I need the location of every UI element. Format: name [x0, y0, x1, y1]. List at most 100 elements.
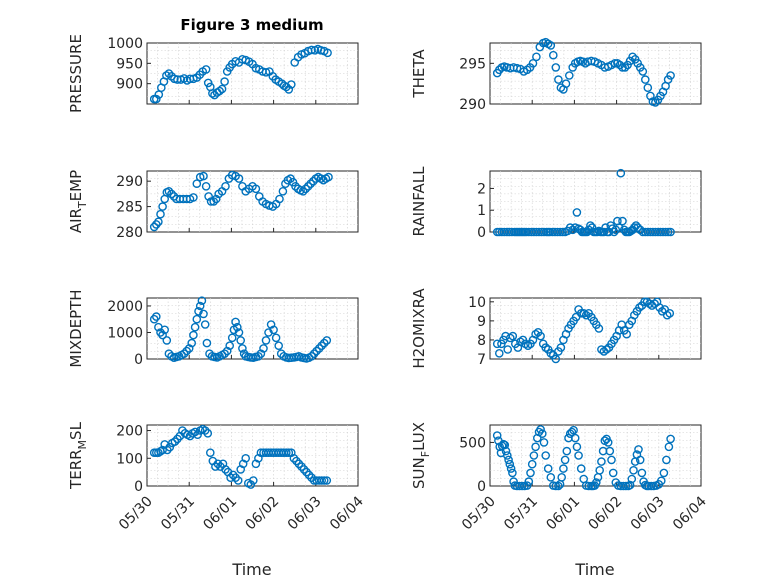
x-tick-label: 06/01 — [543, 494, 583, 534]
data-point — [666, 227, 675, 237]
data-point — [629, 465, 638, 475]
data-point — [204, 192, 213, 201]
y-tick-label: 8 — [477, 333, 486, 349]
data-point — [156, 209, 165, 219]
data-point — [529, 451, 539, 460]
data-point — [574, 451, 583, 460]
data-point — [531, 442, 540, 452]
data-point — [531, 329, 540, 339]
data-point — [225, 341, 234, 351]
data-point — [261, 68, 271, 77]
subplot-rainfall: 0 1 2 RAINFALL — [410, 166, 702, 241]
y-tick-label: 1 — [477, 203, 486, 219]
y-tick-label: 290 — [116, 174, 143, 190]
data-point — [220, 349, 229, 359]
y-tick-label: 2 — [477, 181, 486, 197]
data-point — [597, 345, 606, 354]
data-point — [551, 354, 561, 364]
data-point — [546, 348, 556, 358]
y-tick-label: 9 — [477, 314, 486, 330]
y-axis-label: SUNFLUX — [410, 422, 432, 489]
data-point — [565, 223, 575, 232]
data-point — [627, 474, 637, 484]
data-point — [602, 345, 611, 354]
data-point — [203, 428, 213, 438]
y-tick-label: 1000 — [107, 325, 143, 341]
data-point — [505, 333, 515, 343]
data-point — [189, 330, 198, 340]
data-point — [158, 202, 167, 211]
data-point — [271, 333, 281, 343]
data-point — [151, 312, 161, 321]
data-point — [494, 348, 504, 358]
y-tick-label: 0 — [477, 225, 486, 241]
x-tick-label: 06/03 — [628, 494, 668, 534]
data-point — [236, 336, 245, 345]
data-point — [512, 63, 522, 73]
data-point — [164, 186, 174, 196]
data-point — [633, 223, 643, 232]
data-point — [205, 448, 215, 458]
data-point — [298, 186, 308, 196]
y-axis-label: H2OMIXRA — [410, 288, 428, 369]
data-point — [206, 197, 216, 206]
data-point — [614, 223, 624, 232]
data-point — [608, 468, 618, 478]
data-point — [197, 296, 207, 306]
x-tick-label: 06/04 — [327, 493, 367, 533]
data-point — [557, 472, 567, 482]
data-point — [149, 314, 159, 324]
data-point — [584, 481, 594, 491]
data-point — [248, 476, 258, 485]
y-tick-label: 900 — [116, 77, 143, 93]
data-point — [149, 222, 159, 232]
data-point — [637, 468, 647, 478]
data-point — [539, 227, 549, 237]
data-point — [274, 341, 284, 351]
x-tick-label: 06/02 — [586, 494, 626, 534]
data-point — [533, 433, 542, 443]
data-point — [221, 465, 230, 474]
data-point — [543, 464, 553, 473]
data-point — [665, 308, 675, 318]
data-point — [238, 344, 247, 353]
data-point — [323, 48, 332, 58]
data-point — [551, 481, 561, 491]
subplot-terr_msl: 0 100 200 05/30 05/31 06/01 06/02 06/03 06/04 TER… — [67, 421, 367, 533]
data-point — [661, 227, 670, 237]
data-point — [314, 344, 324, 353]
y-axis-label: PRESSURE — [67, 34, 85, 113]
data-point — [275, 194, 284, 204]
y-axis-label: AIRTEMP — [67, 170, 89, 233]
data-point — [508, 468, 517, 478]
y-tick-label: 500 — [459, 435, 486, 451]
data-point — [317, 341, 327, 351]
data-point — [666, 71, 675, 80]
data-point — [621, 481, 631, 491]
data-point — [241, 453, 250, 463]
data-point — [266, 320, 276, 329]
data-point — [657, 476, 666, 486]
data-point — [635, 455, 645, 465]
data-point — [154, 217, 163, 227]
data-point — [546, 41, 556, 50]
data-point — [286, 80, 296, 89]
data-point — [160, 325, 169, 335]
data-point — [151, 94, 161, 104]
data-point — [539, 438, 549, 447]
data-point — [576, 464, 586, 473]
data-point — [503, 345, 513, 354]
data-point — [308, 176, 318, 186]
data-point — [261, 336, 271, 345]
data-point — [558, 227, 567, 237]
y-tick-label: 280 — [116, 225, 143, 241]
data-point — [217, 84, 227, 94]
data-point — [603, 438, 613, 447]
data-point — [508, 331, 518, 341]
data-point — [324, 172, 333, 182]
data-point — [618, 63, 627, 72]
figure-title: Figure 3 medium — [180, 16, 323, 34]
y-axis-label: TERRMSL — [67, 421, 89, 490]
data-point — [162, 336, 172, 345]
